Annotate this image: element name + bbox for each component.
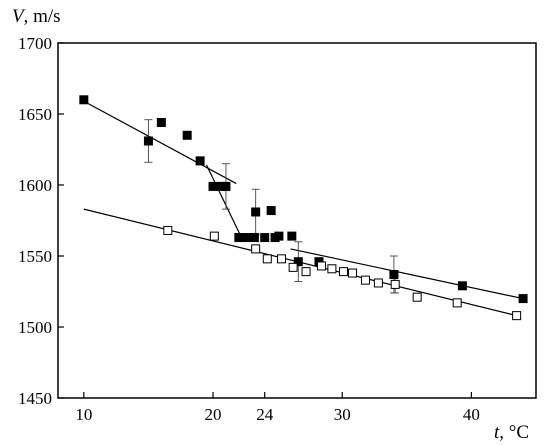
filled-square-point (156, 118, 166, 128)
open-square-point (360, 275, 370, 285)
open-square-point (390, 279, 400, 289)
x-axis-symbol: t (494, 422, 500, 443)
filled-square-point (293, 257, 303, 267)
open-square-point (348, 268, 358, 278)
x-axis: 10 20 24 30 40 (75, 392, 480, 424)
open-square-point (163, 225, 173, 235)
x-axis-title: t, °C (494, 422, 529, 443)
open-square-point (339, 267, 349, 277)
open-square-point (251, 244, 261, 254)
y-axis-title: V, m/s (12, 6, 61, 27)
y-tick-label: 1700 (18, 34, 52, 53)
x-tick-label: 10 (75, 405, 92, 424)
x-tick-label: 40 (463, 405, 480, 424)
open-square-point (373, 278, 383, 288)
filled-square-point (260, 233, 270, 243)
y-axis: 1450 1500 1550 1600 1650 1700 (18, 34, 64, 408)
open-square-point (276, 254, 286, 264)
fit-line (83, 100, 237, 185)
filled-square-point (182, 130, 192, 140)
y-tick-label: 1600 (18, 176, 52, 195)
x-axis-unit: , °C (499, 422, 529, 443)
plot-frame (57, 42, 537, 399)
open-square-point (452, 298, 462, 308)
x-tick-label: 24 (256, 405, 274, 424)
y-tick-label: 1550 (18, 247, 52, 266)
open-square-point (512, 311, 522, 321)
y-tick-label: 1500 (18, 318, 52, 337)
fit-lines (83, 100, 524, 317)
open-square-point (317, 261, 327, 271)
filled-square-point (251, 207, 261, 217)
filled-square-point (266, 206, 276, 216)
data-points (79, 95, 528, 321)
filled-square-point (195, 156, 205, 166)
open-square-point (262, 254, 272, 264)
y-tick-label: 1650 (18, 105, 52, 124)
filled-square-point (234, 233, 244, 243)
open-square-point (288, 262, 298, 272)
filled-square-point (287, 231, 297, 241)
y-axis-unit: , m/s (24, 6, 61, 27)
filled-square-point (221, 181, 231, 191)
open-square-point (209, 231, 219, 241)
filled-square-point (242, 233, 252, 243)
open-square-point (327, 264, 337, 274)
filled-square-point (389, 269, 399, 279)
filled-square-point (208, 181, 218, 191)
y-axis-symbol: V (12, 6, 26, 27)
x-tick-label: 20 (205, 405, 222, 424)
filled-square-point (518, 294, 528, 304)
filled-square-point (249, 233, 259, 243)
fit-line (206, 164, 242, 238)
filled-square-point (274, 231, 284, 241)
filled-square-point (79, 95, 89, 105)
fit-line (290, 248, 524, 300)
filled-square-point (457, 281, 467, 291)
y-tick-label: 1450 (18, 389, 52, 408)
open-square-point (412, 292, 422, 302)
filled-square-point (143, 136, 153, 146)
x-tick-label: 30 (334, 405, 351, 424)
open-square-point (301, 267, 311, 277)
